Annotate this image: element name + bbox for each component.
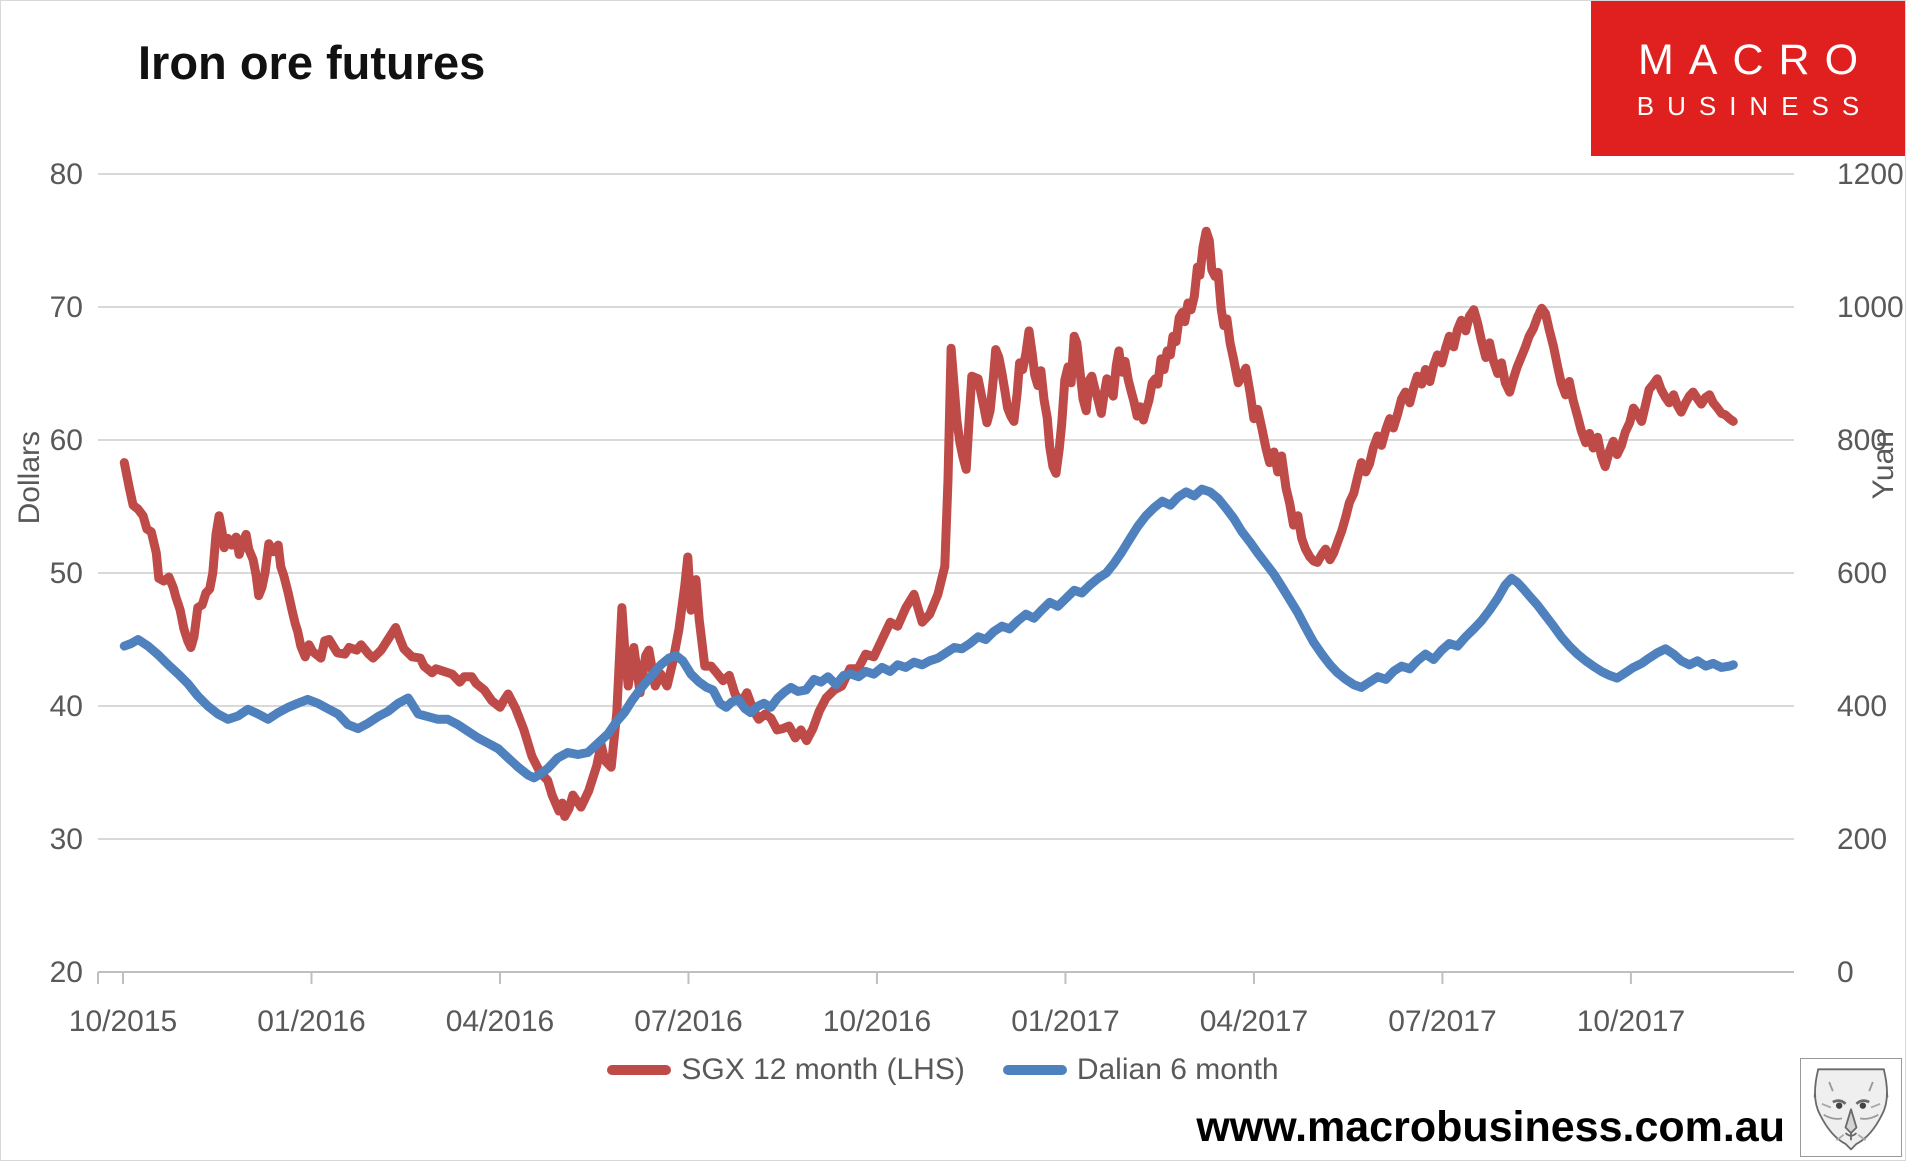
right-axis-tick-label: 800 [1837, 424, 1887, 457]
legend-label-sgx: SGX 12 month (LHS) [681, 1053, 965, 1086]
right-axis-tick-label: 600 [1837, 557, 1887, 590]
right-axis-title: Yuan [1867, 431, 1900, 500]
x-axis-tick-label: 10/2015 [69, 1005, 177, 1038]
legend-item-dalian: Dalian 6 month [1002, 1053, 1279, 1087]
left-axis-title: Dollars [13, 431, 46, 525]
dalian-series-line [119, 484, 1738, 783]
logo-text-business: BUSINESS [1636, 90, 1873, 121]
left-axis-tick-label: 70 [50, 291, 83, 324]
x-axis-tick-label: 10/2016 [823, 1005, 931, 1038]
x-axis-tick-label: 07/2016 [634, 1005, 742, 1038]
legend-label-dalian: Dalian 6 month [1076, 1053, 1279, 1086]
fox-sketch-icon [1813, 1068, 1889, 1151]
left-axis-tick-label: 40 [50, 690, 83, 723]
right-axis-tick-label: 1200 [1837, 158, 1904, 191]
legend: SGX 12 month (LHS) Dalian 6 month [0, 1053, 1895, 1087]
sgx-series-line [119, 226, 1738, 821]
logo-text-macro: MACRO [1637, 35, 1874, 84]
right-axis-tick-label: 1000 [1837, 291, 1904, 324]
fox-logo [1800, 1058, 1902, 1157]
left-axis-tick-label: 20 [50, 956, 83, 989]
chart-title: Iron ore futures [138, 36, 486, 89]
legend-item-sgx: SGX 12 month (LHS) [607, 1053, 965, 1087]
x-axis-tick-label: 04/2016 [446, 1005, 554, 1038]
dalian-line-swatch [1002, 1065, 1067, 1075]
left-axis-tick-label: 60 [50, 424, 83, 457]
sgx-line-swatch [607, 1065, 672, 1075]
website-url: www.macrobusiness.com.au [1196, 1103, 1785, 1151]
x-axis-tick-label: 07/2017 [1388, 1005, 1496, 1038]
right-axis-tick-label: 0 [1837, 956, 1854, 989]
right-axis-tick-label: 200 [1837, 823, 1887, 856]
x-axis-tick-label: 01/2016 [257, 1005, 365, 1038]
left-axis-tick-label: 80 [50, 158, 83, 191]
x-axis-tick-label: 10/2017 [1577, 1005, 1685, 1038]
x-axis-tick-label: 04/2017 [1200, 1005, 1308, 1038]
macrobusiness-logo: MACRO BUSINESS [1591, 1, 1905, 156]
right-axis-tick-label: 400 [1837, 690, 1887, 723]
x-axis-tick-label: 01/2017 [1011, 1005, 1119, 1038]
left-axis-tick-label: 50 [50, 557, 83, 590]
left-axis-tick-label: 30 [50, 823, 83, 856]
